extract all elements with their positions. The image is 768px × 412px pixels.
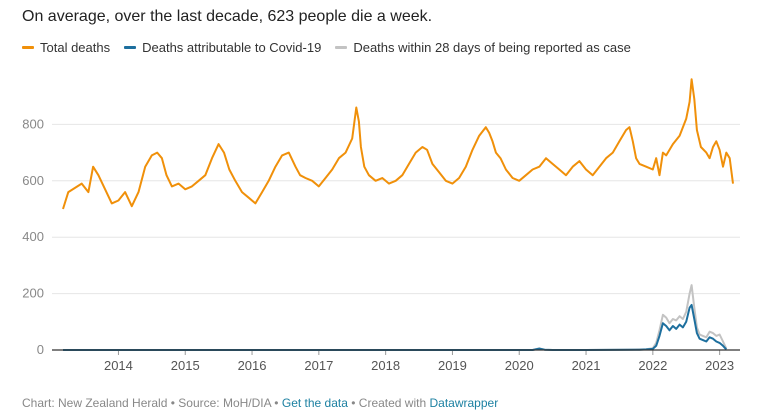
y-tick-label-400: 400 <box>22 229 44 244</box>
x-tick-label-2019: 2019 <box>438 358 467 373</box>
y-tick-label-600: 600 <box>22 173 44 188</box>
x-tick-label-2022: 2022 <box>638 358 667 373</box>
x-tick-label-2016: 2016 <box>238 358 267 373</box>
legend-swatch-28day-deaths <box>335 46 348 49</box>
datawrapper-link[interactable]: Datawrapper <box>429 396 499 410</box>
y-tick-label-800: 800 <box>22 116 44 131</box>
x-tick-label-2018: 2018 <box>371 358 400 373</box>
y-tick-label-200: 200 <box>22 286 44 301</box>
legend-item-total-deaths: Total deaths <box>22 40 110 55</box>
series-line-total-deaths <box>62 78 734 210</box>
chart-title: On average, over the last decade, 623 pe… <box>22 8 433 25</box>
y-tick-label-0: 0 <box>37 342 44 357</box>
legend-label-total-deaths: Total deaths <box>40 40 111 55</box>
legend-swatch-total-deaths <box>22 46 34 49</box>
x-tick-label-2021: 2021 <box>572 358 601 373</box>
legend-swatch-covid-deaths <box>124 46 137 49</box>
legend-label-covid-deaths: Deaths attributable to Covid-19 <box>142 40 322 55</box>
series-line-covid-deaths <box>63 303 728 351</box>
footer-source-text: Chart: New Zealand Herald • Source: MoH/… <box>22 396 279 410</box>
legend-item-28day-deaths: Deaths within 28 days of being reported … <box>335 40 631 55</box>
x-tick-label-2015: 2015 <box>171 358 200 373</box>
x-tick-label-2023: 2023 <box>705 358 734 373</box>
x-tick-label-2017: 2017 <box>304 358 333 373</box>
chart-footer: Chart: New Zealand Herald • Source: MoH/… <box>22 396 498 410</box>
legend-item-covid-deaths: Deaths attributable to Covid-19 <box>124 40 321 55</box>
x-tick-label-2020: 2020 <box>505 358 534 373</box>
series-line-28day-deaths <box>63 284 728 351</box>
footer-created-with-text: • Created with <box>351 396 427 410</box>
legend: Total deaths Deaths attributable to Covi… <box>22 40 631 55</box>
x-tick-label-2014: 2014 <box>104 358 133 373</box>
legend-label-28day-deaths: Deaths within 28 days of being reported … <box>353 40 631 55</box>
get-the-data-link[interactable]: Get the data <box>281 396 348 410</box>
